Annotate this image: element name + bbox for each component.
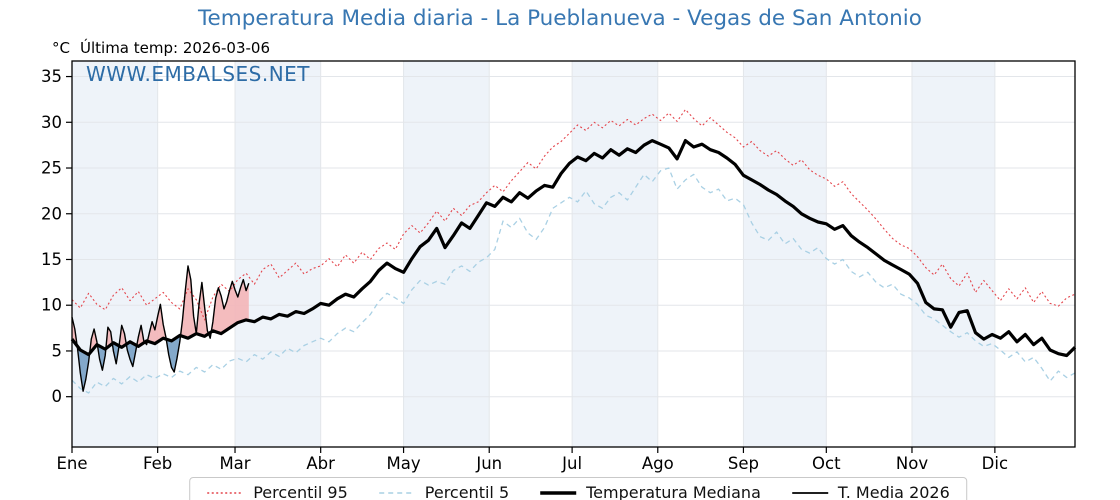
x-tick-label: Sep	[728, 454, 759, 473]
x-tick-label: May	[387, 454, 421, 473]
plot-border	[71, 60, 1076, 448]
x-tick-label: Feb	[143, 454, 172, 473]
legend-swatch-p95-icon	[207, 491, 244, 494]
fill-above-median	[136, 325, 145, 347]
y-tick-label: 10	[41, 296, 62, 315]
p95-line	[71, 108, 1076, 321]
x-tick-label: Jun	[475, 454, 502, 473]
fill-below-median	[77, 346, 90, 392]
x-tick-label: Ene	[56, 454, 87, 473]
fill-below-median	[166, 335, 181, 372]
legend-item-p5: Percentil 5	[378, 483, 509, 500]
month-band	[572, 61, 658, 447]
median-line	[70, 139, 1077, 358]
fill-above-median	[180, 265, 209, 339]
month-band	[235, 61, 321, 447]
legend-swatch-p5-icon	[378, 491, 415, 494]
legend-label: Percentil 95	[253, 483, 348, 500]
y-tick-label: 20	[41, 204, 62, 223]
x-tick-label: Ago	[642, 454, 674, 473]
legend-item-media2026: T. Media 2026	[791, 483, 950, 500]
legend-swatch-media2026-icon	[791, 491, 828, 494]
legend-label: Temperatura Mediana	[586, 483, 761, 500]
month-band	[911, 61, 995, 447]
chart-title: Temperatura Media diaria - La Pueblanuev…	[198, 6, 922, 31]
fill-above-median	[119, 325, 127, 348]
legend-label: Percentil 5	[424, 483, 510, 500]
fill-below-median	[112, 342, 119, 364]
legend-item-p95: Percentil 95	[206, 483, 348, 500]
p5-line	[71, 167, 1076, 394]
x-tick-label: Nov	[896, 454, 928, 473]
y-tick-label: 15	[41, 250, 62, 269]
media2026-line	[71, 265, 250, 392]
month-band	[72, 61, 158, 447]
watermark: WWW.EMBALSES.NET	[86, 62, 311, 86]
fill-below-median	[126, 341, 137, 367]
y-tick-label: 35	[41, 67, 62, 86]
legend-label: T. Media 2026	[837, 483, 950, 500]
y-tick-label: 30	[41, 113, 62, 132]
x-tick-label: Mar	[219, 454, 250, 473]
x-tick-label: Abr	[306, 454, 335, 473]
fill-below-median	[97, 344, 106, 371]
legend-swatch-median-icon	[540, 490, 577, 495]
month-band	[743, 61, 827, 447]
x-tick-label: Dic	[982, 454, 1008, 473]
month-band	[403, 61, 490, 447]
legend-item-median: Temperatura Mediana	[539, 483, 761, 500]
y-axis-unit-label: °C	[52, 39, 70, 57]
y-tick-label: 0	[52, 387, 63, 406]
y-tick-label: 5	[52, 341, 63, 360]
x-tick-label: Jul	[561, 454, 582, 473]
last-temp-label: Última temp: 2026-03-06	[80, 39, 271, 57]
y-tick-label: 25	[41, 159, 62, 178]
x-tick-label: Oct	[812, 454, 841, 473]
legend: Percentil 95 Percentil 5 Temperatura Media…	[189, 477, 967, 500]
